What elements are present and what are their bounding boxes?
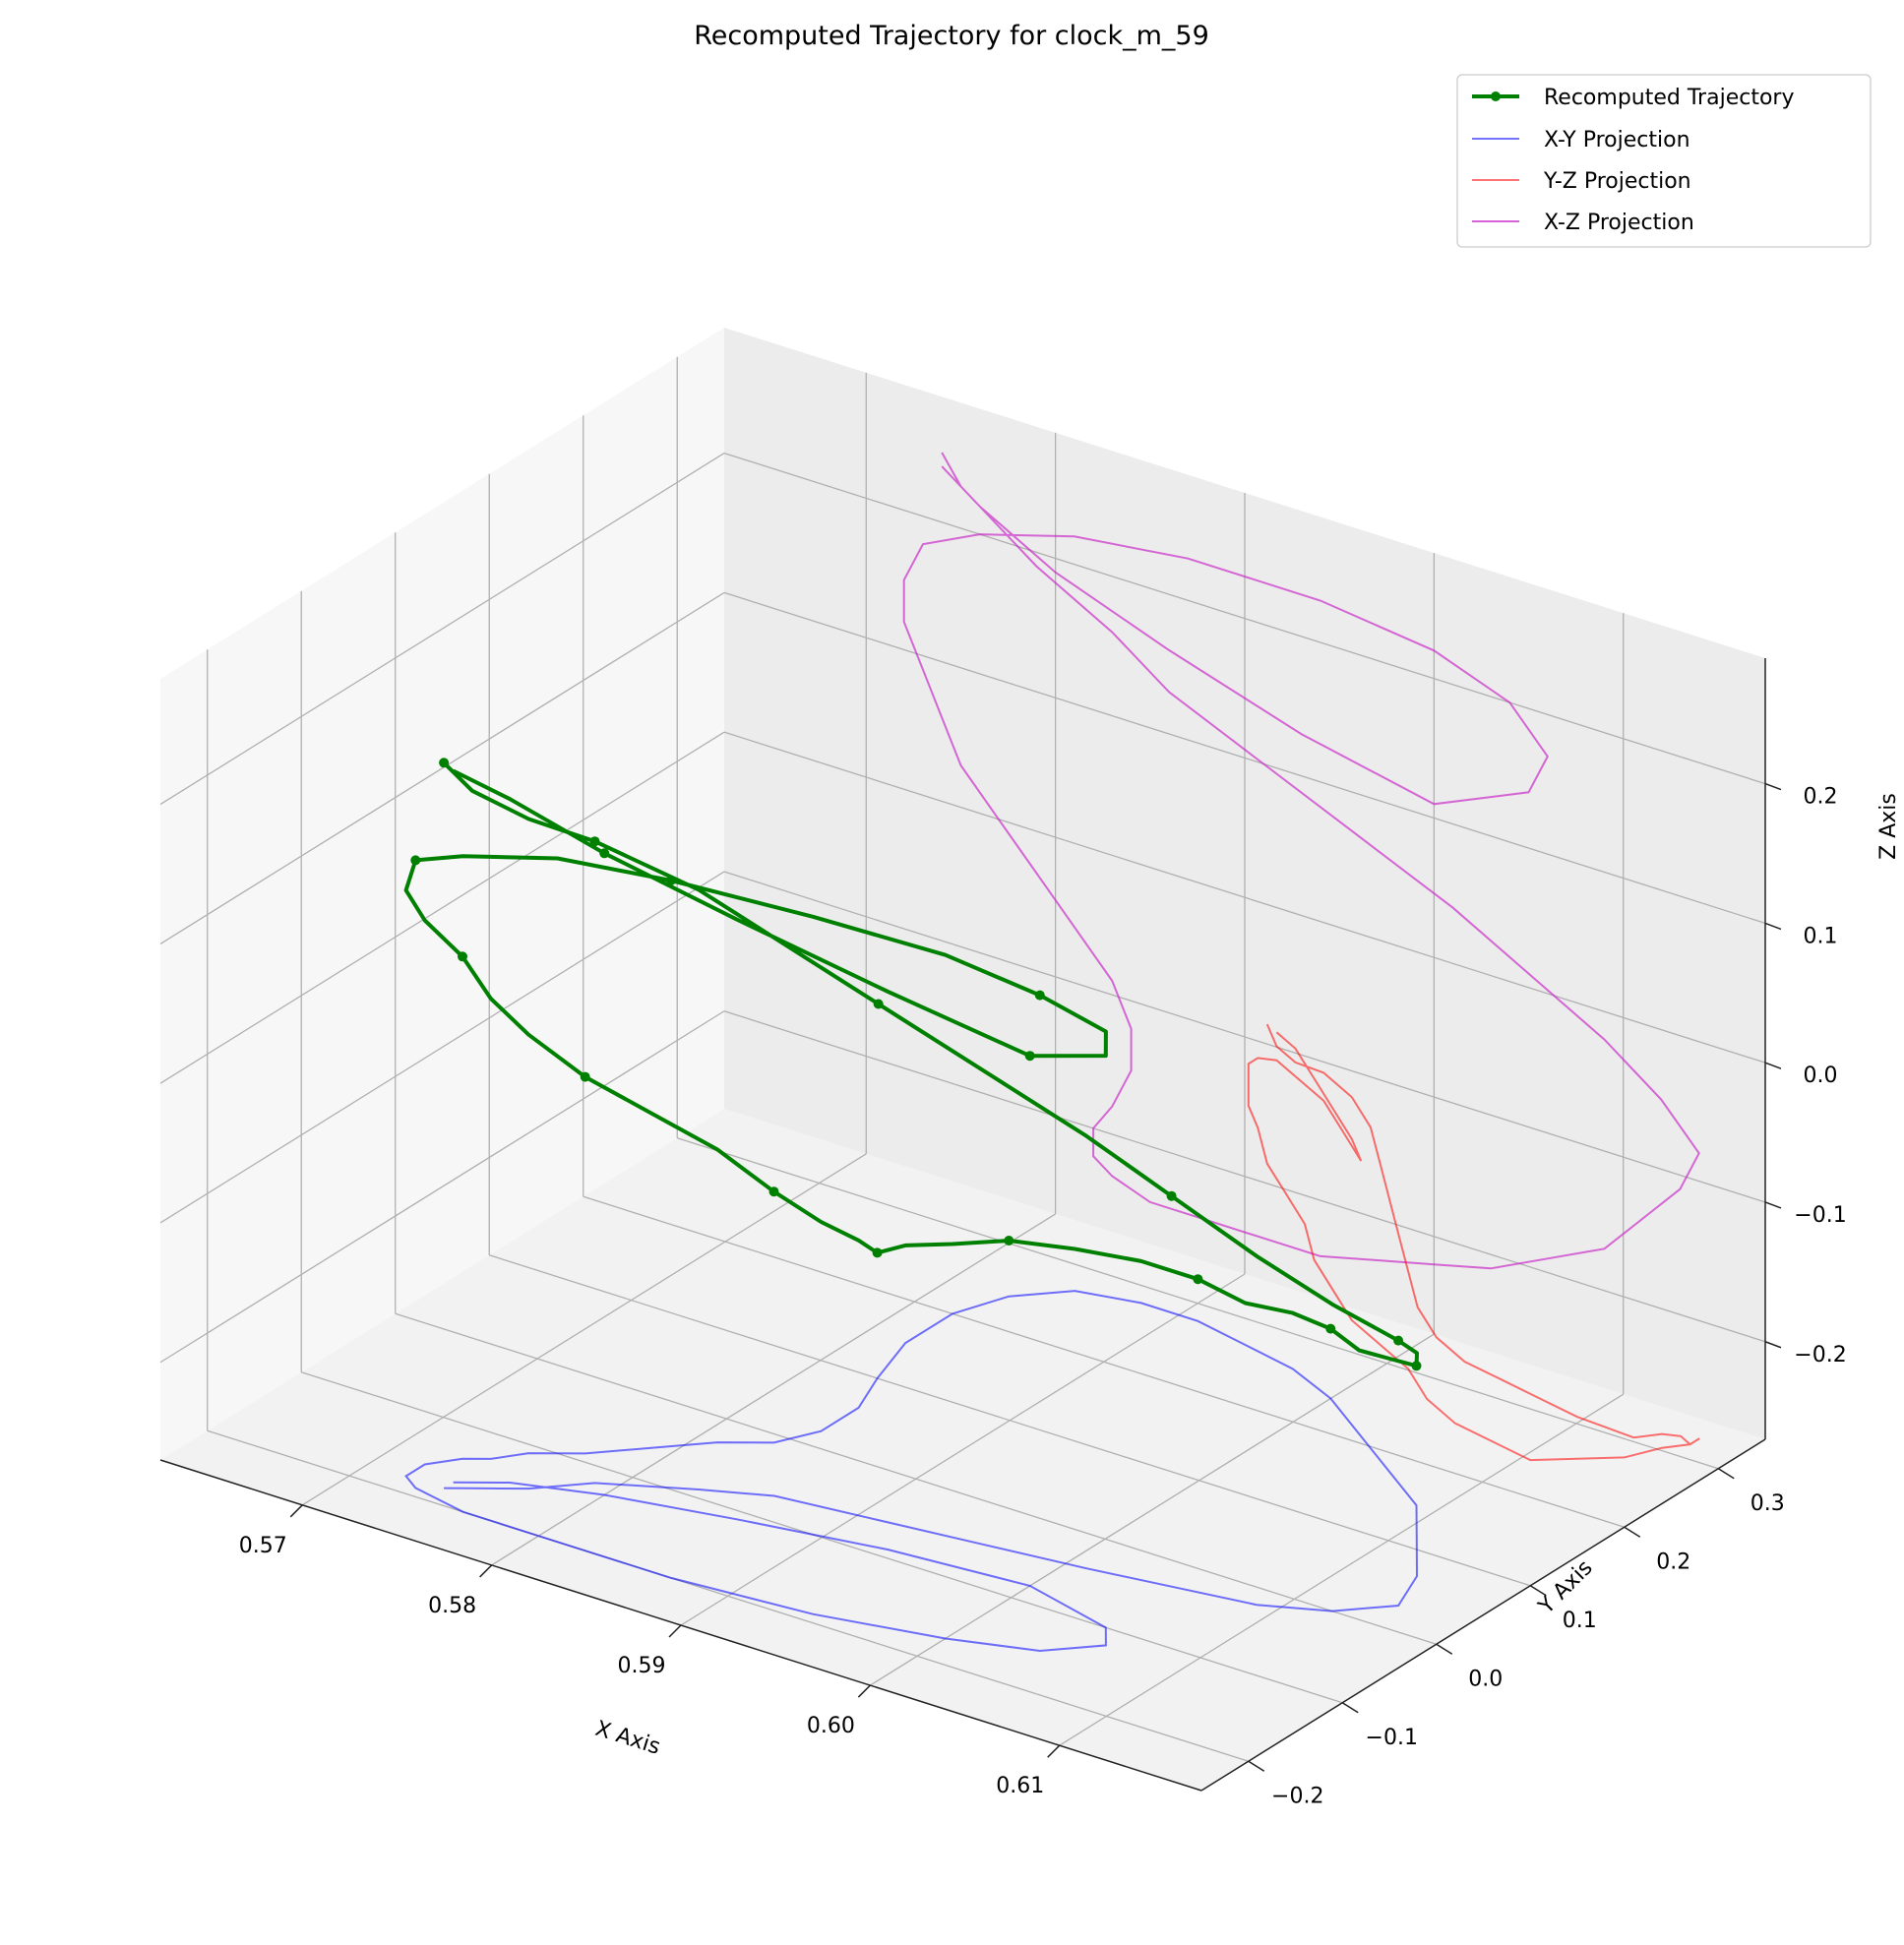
trajectory-point: [439, 758, 450, 768]
trajectory-point: [580, 1071, 590, 1082]
x-gridline-floor: [680, 1273, 1246, 1626]
legend-label-yz: Y-Z Projection: [1543, 169, 1691, 194]
z-gridline-wall: [159, 453, 725, 806]
z-gridline-wall: [159, 1010, 725, 1364]
trajectory-point: [1004, 1236, 1014, 1246]
y-gridline-floor: [677, 1137, 1719, 1470]
legend: Recomputed Trajectory X-Y Projection Y-Z…: [1456, 74, 1872, 248]
y-tick-label-mark: [1529, 1585, 1547, 1597]
y-tick-label: 0.2: [1656, 1550, 1690, 1574]
y-gridline-floor: [395, 1312, 1437, 1645]
x-tick-label-mark: [857, 1684, 871, 1698]
trajectory-point: [1393, 1335, 1404, 1346]
legend-marker-trajectory: [1491, 91, 1501, 101]
z-tick-label: 0.0: [1804, 1064, 1838, 1088]
trajectory-point: [589, 836, 600, 847]
x-tick-label: 0.57: [239, 1534, 287, 1558]
x-gridline-floor: [491, 1213, 1056, 1566]
x-gridline-floor: [301, 1153, 867, 1506]
z-gridline-back: [723, 731, 1766, 1064]
trajectory-point: [1325, 1323, 1336, 1334]
z-tick-label-mark: [1764, 1062, 1782, 1069]
xz-projection-line: [902, 452, 1700, 1270]
x-tick-label: 0.60: [807, 1714, 855, 1738]
trajectory-point: [873, 999, 884, 1009]
legend-label-xy: X-Y Projection: [1544, 128, 1690, 152]
y-gridline-floor: [207, 1429, 1249, 1762]
x-tick-label-mark: [289, 1504, 303, 1518]
x-tick-label: 0.61: [996, 1774, 1044, 1798]
x-tick-label-mark: [1047, 1744, 1061, 1758]
x-gridline-floor: [870, 1333, 1435, 1686]
y-gridline-floor: [301, 1371, 1343, 1704]
y-tick-label: 0.3: [1750, 1491, 1785, 1516]
z-tick-label: 0.1: [1804, 924, 1838, 948]
z-tick-label: 0.2: [1804, 785, 1838, 810]
trajectory-point: [1193, 1274, 1203, 1285]
y-tick-label-mark: [1248, 1760, 1265, 1772]
z-tick-label: −0.2: [1794, 1343, 1846, 1368]
y-tick-label: −0.1: [1366, 1726, 1418, 1750]
legend-label-trajectory: Recomputed Trajectory: [1544, 86, 1794, 110]
x-axis-label: X Axis: [592, 1717, 663, 1760]
x-gridline-floor: [1059, 1393, 1625, 1746]
x-tick-label: 0.58: [428, 1594, 476, 1618]
z-gridline-wall: [159, 731, 725, 1084]
y-tick-label-mark: [1717, 1468, 1735, 1480]
trajectory-point: [1024, 1051, 1035, 1062]
y-tick-label: −0.2: [1271, 1784, 1323, 1808]
chart-title: Recomputed Trajectory for clock_m_59: [694, 21, 1209, 51]
yz-projection-line: [1247, 1023, 1700, 1462]
trajectory-point: [458, 951, 467, 962]
z-tick-label-mark: [1764, 1341, 1782, 1349]
z-gridline-wall: [159, 591, 725, 944]
z-gridline-back: [723, 591, 1766, 925]
y-gridline-floor: [489, 1254, 1531, 1587]
z-tick-label-mark: [1764, 1201, 1782, 1209]
trajectory-point: [666, 876, 676, 885]
x-tick-label-mark: [668, 1624, 682, 1638]
y-tick-label-mark: [1624, 1526, 1641, 1538]
y-tick-label-mark: [1341, 1702, 1359, 1714]
trajectory-point: [599, 848, 610, 859]
y-axis-line: [1200, 1438, 1766, 1792]
trajectory-point: [872, 1247, 883, 1258]
trajectory-point: [1166, 1190, 1177, 1201]
x-tick-label: 0.59: [618, 1654, 666, 1678]
series-layer: [403, 452, 1700, 1653]
z-gridline-back: [723, 871, 1766, 1203]
trajectory-point: [1411, 1361, 1422, 1371]
trajectory-point: [410, 855, 421, 866]
legend-frame: [1456, 74, 1872, 248]
y-tick-label: 0.1: [1563, 1609, 1597, 1633]
trajectory-point: [768, 1186, 779, 1197]
legend-label-xz: X-Z Projection: [1544, 211, 1694, 235]
z-tick-label: −0.1: [1794, 1203, 1846, 1228]
xy-projection-line: [404, 1290, 1419, 1653]
z-gridline-wall: [159, 871, 725, 1224]
z-gridline-back: [723, 1010, 1766, 1343]
y-gridline-floor: [583, 1195, 1625, 1528]
y-tick-label: 0.0: [1468, 1667, 1503, 1691]
x-tick-label-mark: [479, 1564, 493, 1578]
z-tick-label-mark: [1764, 922, 1782, 931]
z-axis-label: Z Axis: [1876, 793, 1901, 860]
y-tick-label-mark: [1436, 1643, 1453, 1655]
z-tick-label-mark: [1764, 782, 1782, 791]
z-gridline-back: [723, 452, 1766, 785]
grid-lines: [159, 356, 1766, 1762]
trajectory-point: [1034, 990, 1045, 1001]
tick-labels: 0.57 0.58 0.59 0.60 0.61 −0.2 −0.1 0.0 0.1 0.2 0.3…: [239, 782, 1847, 1808]
trajectory-line: [403, 760, 1419, 1368]
